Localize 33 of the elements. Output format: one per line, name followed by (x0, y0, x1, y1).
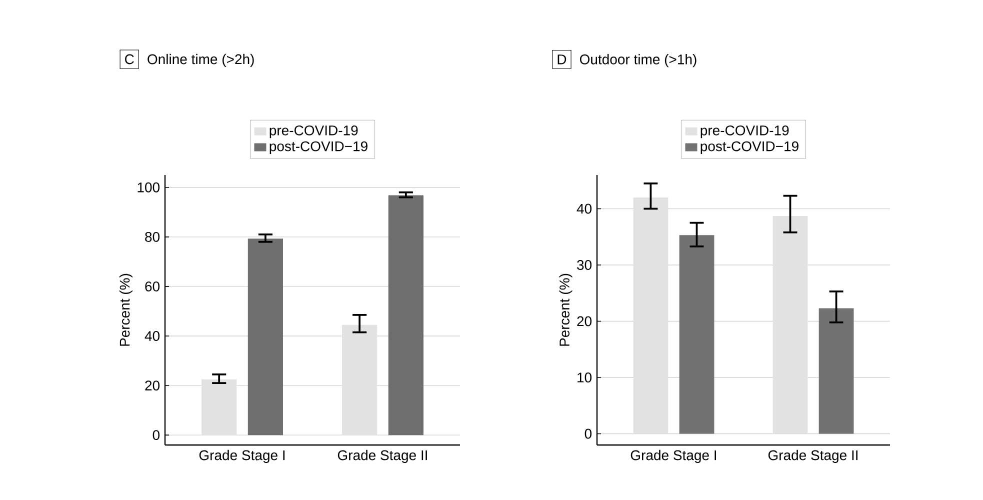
y-tick-label: 20 (145, 380, 160, 391)
y-tick-label: 60 (145, 282, 160, 292)
chart-title: Outdoor time (>1h) (580, 54, 696, 68)
legend-label: post-COVID−19 (270, 141, 368, 154)
text: D (558, 54, 566, 64)
text: C (125, 54, 134, 64)
x-tick-label: Grade Stage I (199, 450, 285, 463)
y-tick-label: 80 (145, 232, 160, 242)
y-tick-label: 40 (144, 331, 160, 341)
legend-label: pre-COVID-19 (270, 125, 358, 138)
y-axis-title: Percent (%) (559, 274, 572, 346)
legend-label: pre-COVID-19 (700, 125, 789, 138)
bar (248, 238, 284, 436)
y-tick-label: 40 (576, 204, 592, 214)
bar (633, 197, 668, 434)
y-tick-label: 0 (152, 430, 160, 440)
bar (202, 379, 237, 436)
bar (388, 195, 424, 436)
y-tick-label: 30 (577, 260, 592, 270)
legend-label: post-COVID−19 (700, 141, 798, 154)
bar (772, 216, 808, 434)
y-axis-title: Percent (%) (119, 274, 132, 346)
y-tick-label: 20 (577, 316, 592, 326)
x-tick-label: Grade Stage II (768, 450, 858, 463)
x-tick-label: Grade Stage II (338, 450, 427, 463)
bar (679, 235, 714, 434)
bar (342, 324, 378, 436)
bar (818, 308, 854, 434)
y-tick-label: 10 (578, 372, 592, 382)
y-tick-label: 0 (584, 428, 592, 439)
chart-title: Online time (>2h) (148, 54, 254, 67)
x-tick-label: Grade Stage I (630, 450, 716, 463)
y-tick-label: 100 (138, 182, 160, 192)
